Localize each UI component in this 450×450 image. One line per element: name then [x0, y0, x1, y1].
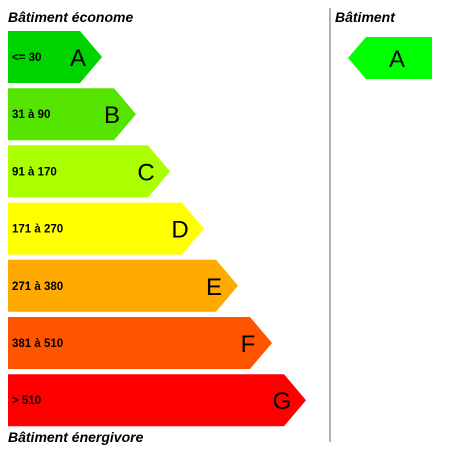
energy-class-bar	[8, 317, 272, 369]
energy-class-f: 381 à 510 F	[8, 317, 272, 369]
energy-class-bar	[8, 145, 170, 198]
rating-letter: A	[389, 46, 405, 73]
rating-arrow	[348, 37, 432, 79]
energy-class-range: 91 à 170	[12, 166, 57, 178]
energy-class-b: 31 à 90 B	[8, 88, 136, 141]
energy-class-e: 271 à 380 E	[8, 259, 238, 312]
energy-class-bar	[8, 202, 204, 255]
energy-class-d: 171 à 270 D	[8, 202, 204, 255]
header-building-label: Bâtiment	[335, 9, 396, 25]
energy-class-range: 271 à 380	[12, 281, 63, 293]
energy-class-range: 31 à 90	[12, 109, 50, 121]
energy-class-bar	[8, 31, 102, 83]
energy-class-letter: A	[70, 45, 86, 72]
header-economical-label: Bâtiment économe	[8, 9, 133, 25]
energy-class-bars: <= 30 A 31 à 90 B 91 à 170 C 171 à 270 D 271 à 3…	[8, 31, 306, 427]
energy-class-bar	[8, 88, 136, 141]
energy-class-letter: D	[171, 217, 188, 244]
energy-class-range: <= 30	[12, 52, 41, 64]
building-rating: A	[348, 37, 432, 79]
energy-class-range: > 510	[12, 395, 41, 407]
energy-class-letter: C	[137, 159, 154, 186]
footer-energy-intensive-label: Bâtiment énergivore	[8, 429, 144, 445]
energy-class-a: <= 30 A	[8, 31, 102, 83]
energy-class-g: > 510 G	[8, 374, 306, 427]
energy-class-letter: B	[104, 102, 120, 129]
energy-class-letter: E	[206, 274, 222, 301]
energy-class-bar	[8, 259, 238, 312]
energy-class-range: 381 à 510	[12, 338, 63, 350]
energy-class-letter: F	[241, 331, 256, 358]
energy-class-bar	[8, 374, 306, 427]
energy-class-letter: G	[273, 388, 292, 415]
energy-class-c: 91 à 170 C	[8, 145, 170, 198]
energy-class-range: 171 à 270	[12, 224, 63, 236]
